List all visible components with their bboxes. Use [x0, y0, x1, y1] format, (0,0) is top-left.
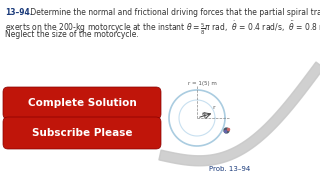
FancyBboxPatch shape	[3, 87, 161, 119]
Text: 13–94.: 13–94.	[5, 8, 33, 17]
Text: Neglect the size of the motorcycle.: Neglect the size of the motorcycle.	[5, 30, 139, 39]
Text: Complete Solution: Complete Solution	[28, 98, 136, 108]
Text: r: r	[212, 105, 215, 110]
Text: Determine the normal and frictional driving forces that the partial spiral track: Determine the normal and frictional driv…	[28, 8, 320, 17]
Polygon shape	[159, 62, 320, 166]
Text: exerts on the 200-kg motorcycle at the instant $\theta = \frac{5}{8}\pi$ rad,  $: exerts on the 200-kg motorcycle at the i…	[5, 19, 320, 37]
Text: Prob. 13–94: Prob. 13–94	[209, 166, 251, 172]
Text: r = 1(5) m: r = 1(5) m	[188, 81, 216, 86]
Text: θ: θ	[202, 112, 206, 118]
Text: Subscribe Please: Subscribe Please	[32, 128, 132, 138]
FancyBboxPatch shape	[3, 117, 161, 149]
